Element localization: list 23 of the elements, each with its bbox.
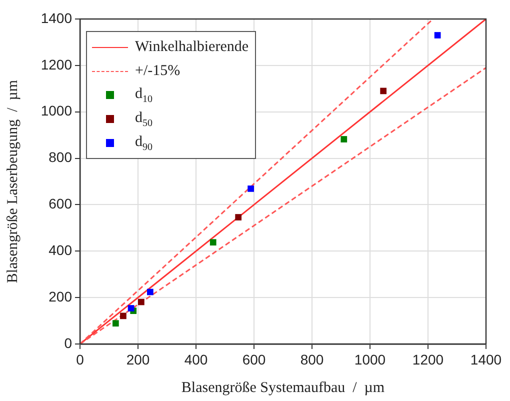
x-tick-label: 1200: [412, 351, 444, 368]
legend-label: +/-15%: [135, 62, 180, 80]
y-tick-label: 800: [48, 149, 72, 166]
legend-label: Winkelhalbierende: [135, 38, 249, 56]
x-tick-label: 0: [76, 351, 84, 368]
x-tick-label: 400: [184, 351, 208, 368]
y-tick-label: 600: [48, 196, 72, 212]
y-tick-label: 1400: [40, 10, 72, 26]
x-tick-label: 1000: [354, 351, 386, 368]
x-tick-label: 600: [242, 351, 266, 368]
legend-label: d$_{90}$: [135, 134, 152, 152]
x-tick-label: 800: [300, 351, 324, 368]
y-tick-label: 0: [64, 334, 72, 351]
y-tick-label: 400: [48, 242, 72, 258]
x-tick-label: 200: [126, 351, 150, 368]
y-tick-label: 1000: [40, 102, 72, 119]
x-axis-title: Blasengröße Systemaufbau / µm: [181, 380, 385, 396]
legend-label: d$_{50}$: [135, 110, 152, 128]
x-tick-label: 1400: [470, 351, 502, 368]
y-axis-title: Blasengröße Laserbeugung / µm: [4, 80, 21, 284]
legend-label: d$_{10}$: [135, 86, 152, 104]
y-tick-label: 200: [48, 288, 72, 304]
y-tick-label: 1200: [40, 56, 72, 72]
